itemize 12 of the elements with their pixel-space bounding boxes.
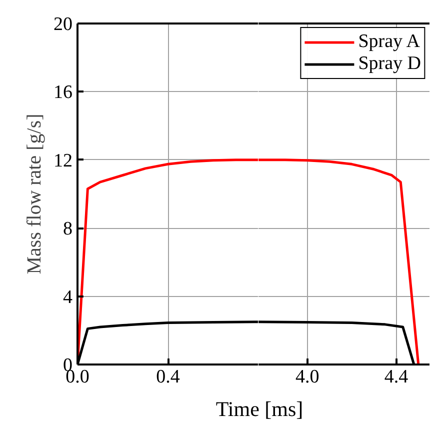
y-tick-label: 20 bbox=[54, 14, 72, 35]
y-tick-label: 12 bbox=[54, 150, 72, 172]
y-axis-title: Mass flow rate [g/s] bbox=[24, 114, 46, 274]
x-tick-label: 4.4 bbox=[384, 366, 409, 388]
legend-label: Spray D bbox=[358, 53, 421, 75]
x-axis-title: Time [ms] bbox=[216, 396, 304, 423]
legend-label: Spray A bbox=[358, 31, 420, 53]
x-tick-label: 4.0 bbox=[295, 366, 320, 388]
y-tick-label: 8 bbox=[63, 218, 72, 240]
x-tick-label: 0.4 bbox=[156, 366, 180, 388]
y-tick-label: 4 bbox=[63, 286, 73, 308]
y-tick-label: 16 bbox=[54, 82, 72, 104]
